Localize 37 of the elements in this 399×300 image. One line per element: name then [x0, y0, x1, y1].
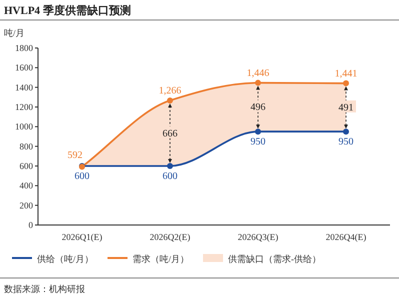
y-tick-label: 200 [20, 200, 34, 210]
source-note: 数据来源：机构研报 [4, 284, 85, 294]
legend-label: 供需缺口（需求-供给） [228, 254, 322, 264]
x-tick-label: 2026Q2(E) [150, 232, 190, 242]
legend-label: 需求（吨/月） [132, 254, 190, 264]
point [167, 98, 173, 104]
annotation: 491 [338, 102, 354, 114]
y-tick-label: 800 [20, 141, 34, 152]
x-tick-label: 2026Q4(E) [326, 232, 366, 242]
y-tick-label: 1400 [15, 82, 34, 92]
y-tick-label: 1800 [15, 43, 34, 53]
point [167, 163, 173, 169]
point [255, 128, 261, 135]
y-tick-label: 400 [20, 180, 34, 191]
y-tick-label: 1200 [15, 102, 34, 112]
y-tick-label: 0 [28, 220, 34, 230]
y-tick-label: 600 [20, 161, 34, 171]
x-tick-label: 2026Q1(E) [62, 232, 102, 242]
point [343, 128, 349, 135]
chart-title: HVLP4 季度供需缺口预测 [4, 4, 131, 17]
annotation: 496 [250, 102, 266, 114]
data-label: 600 [162, 171, 178, 182]
x-tick-label: 2026Q3(E) [238, 232, 278, 242]
data-label: 1,266 [158, 86, 182, 97]
y-tick-label: 1000 [15, 122, 34, 132]
data-label: 600 [74, 171, 90, 182]
data-label: 1,441 [334, 68, 358, 80]
data-label: 950 [338, 136, 354, 148]
data-label: 1,446 [246, 68, 270, 79]
point [343, 80, 349, 86]
data-label: 592 [68, 150, 82, 161]
data-label: 950 [250, 136, 266, 148]
y-tick-label: 1600 [15, 62, 34, 73]
y-axis-title: 吨/月 [4, 28, 25, 38]
legend-label: 供给（吨/月） [37, 254, 94, 264]
annotation: 666 [162, 128, 178, 140]
point [255, 80, 261, 86]
